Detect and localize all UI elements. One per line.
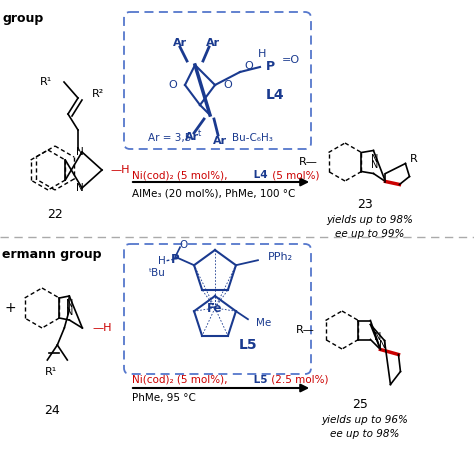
Text: Bu-C₆H₃: Bu-C₆H₃ xyxy=(232,133,273,143)
Text: O: O xyxy=(244,61,253,71)
Text: N: N xyxy=(76,147,84,157)
Text: O: O xyxy=(179,240,187,250)
Text: N: N xyxy=(379,339,386,349)
Text: L4: L4 xyxy=(250,170,268,180)
Text: 23: 23 xyxy=(357,199,373,211)
Text: H: H xyxy=(258,49,266,59)
Text: AlMe₃ (20 mol%), PhMe, 100 °C: AlMe₃ (20 mol%), PhMe, 100 °C xyxy=(132,188,295,198)
Text: 24: 24 xyxy=(44,403,60,417)
Text: t: t xyxy=(198,129,201,138)
Text: ermann group: ermann group xyxy=(2,248,101,261)
Text: O: O xyxy=(223,80,232,90)
Text: R²: R² xyxy=(92,89,104,99)
Text: —H: —H xyxy=(92,323,112,333)
Text: R: R xyxy=(410,155,417,164)
Text: N: N xyxy=(65,307,73,317)
Text: —H: —H xyxy=(110,165,129,175)
Text: Ni(cod)₂ (5 mol%),: Ni(cod)₂ (5 mol%), xyxy=(132,375,228,385)
Text: =O: =O xyxy=(282,55,300,65)
Text: 25: 25 xyxy=(352,399,368,411)
Text: O: O xyxy=(168,80,177,90)
Text: Ar = 3,5-: Ar = 3,5- xyxy=(148,133,195,143)
Text: H: H xyxy=(158,256,166,266)
Text: Ar: Ar xyxy=(173,38,187,48)
Text: ee up to 98%: ee up to 98% xyxy=(330,429,400,439)
FancyBboxPatch shape xyxy=(124,244,311,374)
Text: Ar: Ar xyxy=(206,38,220,48)
Text: (5 mol%): (5 mol%) xyxy=(269,170,319,180)
Text: N: N xyxy=(65,299,73,309)
Text: N: N xyxy=(371,161,378,171)
Text: Ar: Ar xyxy=(213,136,227,146)
Text: Me: Me xyxy=(256,318,271,328)
Text: (2.5 mol%): (2.5 mol%) xyxy=(268,375,328,385)
Text: yields up to 98%: yields up to 98% xyxy=(327,215,413,225)
Text: P: P xyxy=(265,60,274,73)
Text: PPh₂: PPh₂ xyxy=(268,252,293,262)
Text: +: + xyxy=(4,301,16,315)
Text: PhMe, 95 °C: PhMe, 95 °C xyxy=(132,393,196,403)
Text: R¹: R¹ xyxy=(45,367,57,377)
Text: R¹: R¹ xyxy=(40,77,52,87)
Text: L5: L5 xyxy=(250,375,267,385)
Text: Ar: Ar xyxy=(185,132,199,142)
FancyBboxPatch shape xyxy=(124,12,311,149)
Text: ᵗBu: ᵗBu xyxy=(149,268,166,278)
Text: L4: L4 xyxy=(266,88,284,102)
Text: 22: 22 xyxy=(47,209,63,221)
Text: Fe: Fe xyxy=(207,301,223,315)
Text: Ni(cod)₂ (5 mol%),: Ni(cod)₂ (5 mol%), xyxy=(132,170,228,180)
Text: R—: R— xyxy=(296,325,315,335)
Text: N: N xyxy=(374,332,382,343)
Text: yields up to 96%: yields up to 96% xyxy=(321,415,409,425)
Text: P: P xyxy=(171,253,179,266)
Text: ee up to 99%: ee up to 99% xyxy=(335,229,405,239)
Text: R—: R— xyxy=(299,157,318,167)
Text: N: N xyxy=(371,154,378,164)
Text: N: N xyxy=(76,183,84,193)
Text: L5: L5 xyxy=(239,338,257,352)
Text: group: group xyxy=(2,12,43,25)
